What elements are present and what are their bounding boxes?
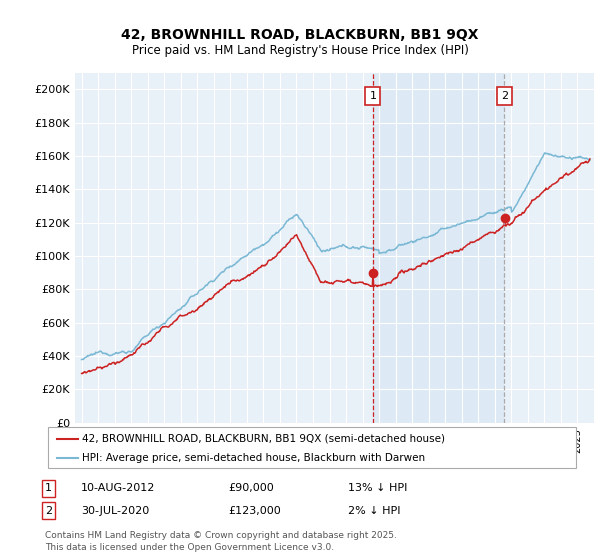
Text: £90,000: £90,000 [228, 483, 274, 493]
Text: 1: 1 [370, 91, 376, 101]
Text: Price paid vs. HM Land Registry's House Price Index (HPI): Price paid vs. HM Land Registry's House … [131, 44, 469, 57]
Text: 13% ↓ HPI: 13% ↓ HPI [348, 483, 407, 493]
Text: Contains HM Land Registry data © Crown copyright and database right 2025.
This d: Contains HM Land Registry data © Crown c… [45, 531, 397, 552]
Text: 2: 2 [501, 91, 508, 101]
Text: 42, BROWNHILL ROAD, BLACKBURN, BB1 9QX: 42, BROWNHILL ROAD, BLACKBURN, BB1 9QX [121, 28, 479, 42]
Bar [373, 73, 505, 423]
Text: 1: 1 [45, 483, 52, 493]
Text: HPI: Average price, semi-detached house, Blackburn with Darwen: HPI: Average price, semi-detached house,… [82, 452, 425, 463]
Text: 2: 2 [45, 506, 52, 516]
Text: £123,000: £123,000 [228, 506, 281, 516]
Text: 30-JUL-2020: 30-JUL-2020 [81, 506, 149, 516]
Text: 2% ↓ HPI: 2% ↓ HPI [348, 506, 401, 516]
Text: 10-AUG-2012: 10-AUG-2012 [81, 483, 155, 493]
Text: 42, BROWNHILL ROAD, BLACKBURN, BB1 9QX (semi-detached house): 42, BROWNHILL ROAD, BLACKBURN, BB1 9QX (… [82, 433, 445, 444]
